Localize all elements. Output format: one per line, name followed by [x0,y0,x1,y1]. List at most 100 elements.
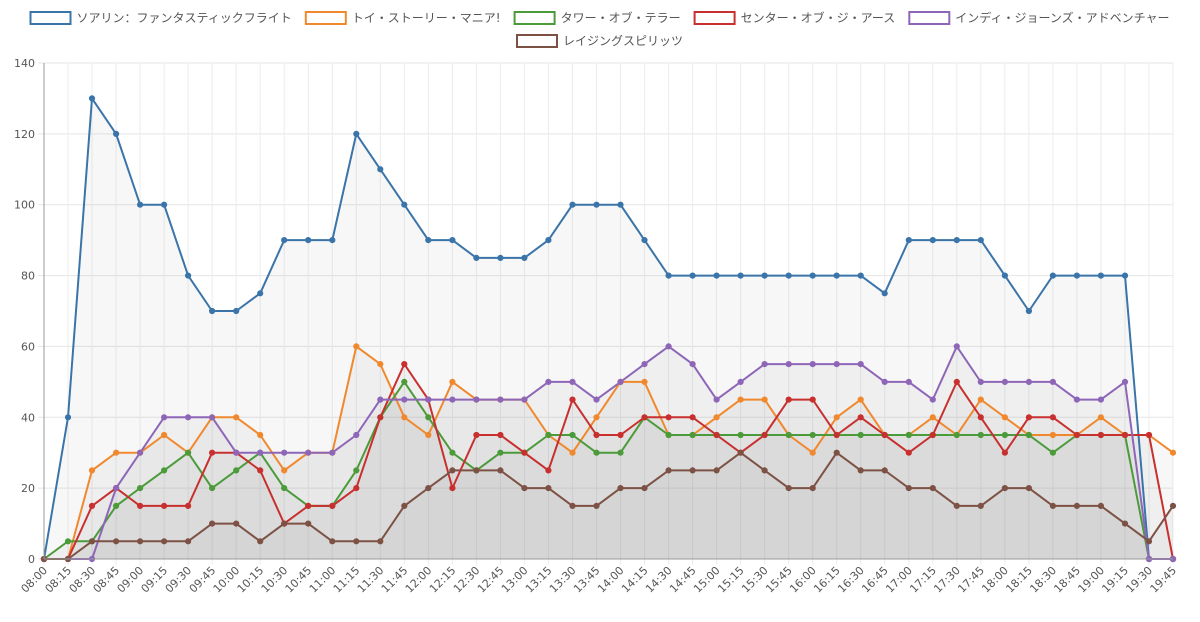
legend-label: インディ・ジョーンズ・アドベンチャー [955,10,1169,25]
x-tick-label: 16:30 [835,564,867,596]
data-point [1145,538,1153,545]
data-point [1049,502,1057,509]
data-point [1001,431,1009,439]
data-point [953,343,960,350]
data-point [953,378,960,385]
data-point [761,396,768,403]
legend[interactable]: ソアリン：ファンタスティックフライト トイ・ストーリー・マニア! タワー・オブ・テラ… [29,10,1170,48]
data-point [449,467,456,474]
data-point [137,485,144,492]
legend-item[interactable]: インディ・ジョーンズ・アドベンチャー [908,10,1170,25]
legend-label: タワー・オブ・テラー [561,10,681,25]
data-point [905,449,912,456]
y-tick-label: 120 [14,128,35,141]
legend-row: レイジングスピリッツ [516,34,683,48]
data-point [1001,272,1009,279]
data-point [809,396,816,403]
data-point [713,431,720,439]
data-point [281,467,288,474]
data-point [905,378,912,385]
data-point [305,520,312,527]
legend-item[interactable]: レイジングスピリッツ [516,34,683,48]
data-point [353,343,360,350]
x-tick-label: 15:15 [715,564,747,596]
data-point [497,431,504,439]
data-point [713,272,720,279]
data-point [545,378,552,385]
y-tick-label: 0 [28,553,35,566]
data-point [209,485,216,492]
x-tick-label: 17:45 [955,564,987,596]
x-tick-label: 10:30 [259,564,291,596]
data-point [785,485,792,492]
data-point [1025,485,1033,492]
data-point [329,449,336,456]
data-point [545,431,552,439]
series-line-3 [44,363,1174,560]
data-point [593,414,600,421]
series-area-0 [44,98,1173,560]
data-point [1025,414,1033,421]
data-point [1121,431,1129,439]
data-point [1145,431,1153,439]
data-point [449,449,456,456]
series-line-5 [44,451,1174,560]
data-point [473,396,480,403]
data-point [761,361,768,368]
x-tick-label: 19:15 [1099,564,1131,596]
legend-item[interactable]: センター・オブ・ジ・アース [693,10,896,25]
data-point [521,254,528,261]
data-point [617,378,624,385]
data-point [161,414,168,421]
data-point [161,467,168,474]
data-point [257,538,264,545]
data-point [1121,272,1129,279]
data-point [305,502,312,509]
data-point [689,467,696,474]
data-point [857,467,864,474]
legend-item[interactable]: トイ・ストーリー・マニア! [304,11,501,25]
x-tick-label: 09:00 [115,564,147,596]
data-point [713,467,720,474]
x-tick-label: 09:15 [139,564,171,596]
series-line-0 [43,97,1173,560]
data-point [329,502,336,509]
x-tick-label: 08:15 [43,564,75,596]
data-point [1073,502,1081,509]
data-point [161,431,168,439]
data-point [641,485,648,492]
data-point [497,449,504,456]
legend-label: センター・オブ・ジ・アース [741,10,896,25]
data-point [1049,414,1057,421]
data-point [833,414,840,421]
x-tick-label: 13:15 [523,564,555,596]
data-point [833,431,840,439]
data-point [1001,485,1009,492]
data-point [593,201,600,208]
x-tick-label: 11:30 [355,564,387,596]
x-tick-label: 11:45 [379,564,411,596]
data-point [905,237,912,244]
data-point [929,396,936,403]
data-point [977,431,984,439]
x-tick-label: 18:45 [1051,564,1083,596]
data-point [257,467,264,474]
data-point [473,254,480,261]
legend-item[interactable]: ソアリン：ファンタスティックフライト [29,11,292,25]
series-area-3 [44,364,1173,559]
data-point [1025,431,1033,439]
legend-swatch [513,11,556,25]
data-point [185,272,192,279]
data-point [809,449,816,456]
data-point [1097,502,1105,509]
x-tick-label: 11:15 [331,564,363,596]
data-point [281,237,288,244]
data-point [377,166,384,173]
legend-item[interactable]: タワー・オブ・テラー [513,10,681,25]
data-point [929,431,936,439]
y-tick-label: 20 [21,482,35,495]
data-point [617,201,624,208]
data-point [1097,431,1105,439]
data-point [353,431,360,439]
